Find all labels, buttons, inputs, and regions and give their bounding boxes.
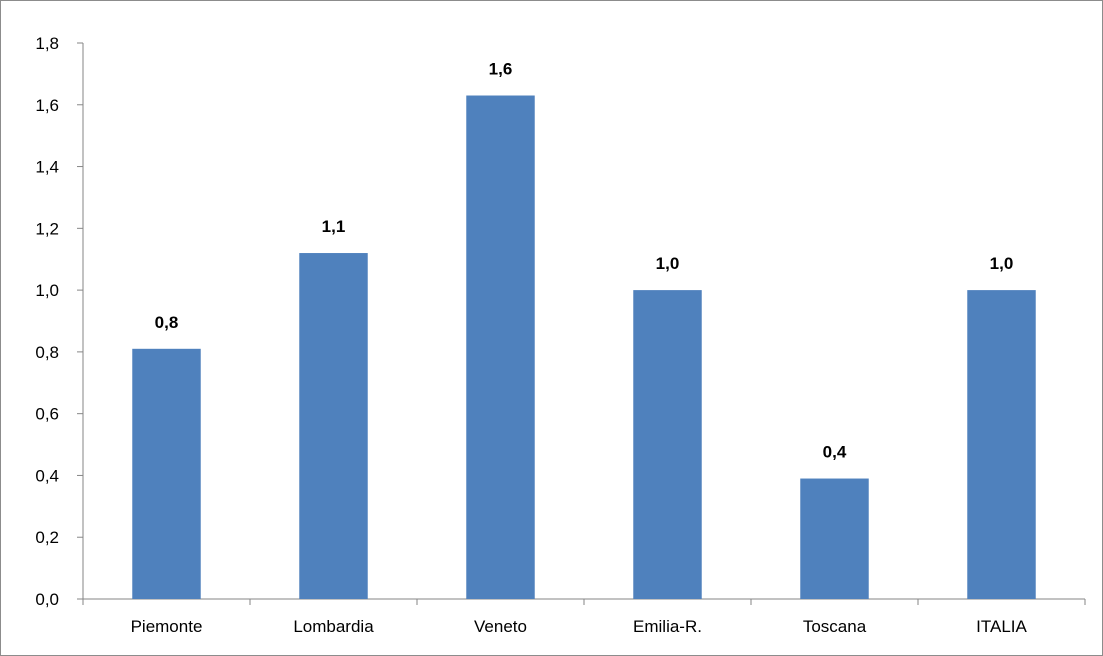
bar <box>633 290 702 599</box>
data-label: 1,6 <box>489 60 513 79</box>
data-label: 0,4 <box>823 443 847 462</box>
x-tick-label: Lombardia <box>293 617 374 636</box>
y-tick-label: 0,2 <box>35 528 59 547</box>
axes: 0,0 0,2 0,4 0,6 0,8 1,0 1,2 1,4 1,6 1,8 Piemonte Lo… <box>35 34 1086 636</box>
y-tick-label: 0,4 <box>35 466 59 485</box>
y-tick-label: 0,6 <box>35 405 59 424</box>
y-tick-label: 1,4 <box>35 158 59 177</box>
bar <box>800 478 869 599</box>
y-tick-label: 0,0 <box>35 590 59 609</box>
data-labels: 0,8 1,1 1,6 1,0 0,4 1,0 <box>155 60 1014 462</box>
data-label: 1,0 <box>990 254 1014 273</box>
y-tick-label: 1,8 <box>35 34 59 53</box>
bar <box>466 95 535 599</box>
y-tick-label: 1,6 <box>35 96 59 115</box>
x-tick-label: Veneto <box>474 617 527 636</box>
x-tick-label: Toscana <box>803 617 867 636</box>
y-tick-label: 1,2 <box>35 219 59 238</box>
x-tick-label: Emilia-R. <box>633 617 702 636</box>
bars <box>132 95 1036 600</box>
y-tick-label: 0,8 <box>35 343 59 362</box>
bar <box>299 253 368 600</box>
data-label: 1,1 <box>322 217 346 236</box>
x-tick-label: ITALIA <box>976 617 1027 636</box>
data-label: 0,8 <box>155 313 179 332</box>
data-label: 1,0 <box>656 254 680 273</box>
y-tick-label: 1,0 <box>35 281 59 300</box>
bar <box>132 348 201 599</box>
x-tick-label: Piemonte <box>131 617 203 636</box>
bar <box>967 290 1036 599</box>
